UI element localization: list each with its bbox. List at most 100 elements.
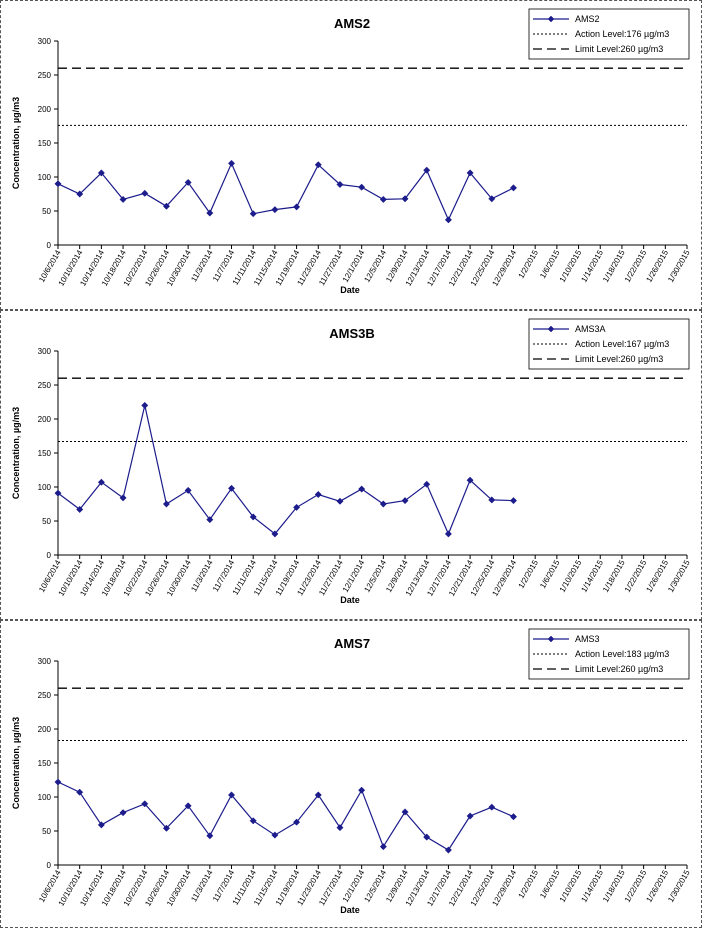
y-tick-label: 100: [38, 173, 52, 182]
data-point: [509, 813, 518, 821]
y-tick-label: 300: [38, 657, 52, 666]
chart-panel: AMS3B 0 50 100 150 200 250 300 10/6/2014 10/10/20…: [0, 310, 702, 620]
y-tick-label: 150: [38, 759, 52, 768]
data-point: [227, 484, 236, 492]
y-axis-label: Concentration, µg/m3: [11, 717, 21, 809]
data-point: [184, 178, 192, 186]
legend-limit-label: Limit Level:260 µg/m3: [575, 44, 663, 54]
y-tick-label: 250: [38, 381, 52, 390]
data-point: [358, 485, 366, 493]
y-tick-label: 200: [38, 415, 52, 424]
data-point: [184, 802, 192, 810]
series-line: [57, 781, 514, 851]
legend-box: [528, 318, 690, 370]
data-point: [314, 161, 322, 169]
legend-action-label: Action Level:176 µg/m3: [575, 29, 669, 39]
legend-box: [528, 8, 690, 60]
y-tick-label: 250: [38, 691, 52, 700]
data-point: [54, 489, 62, 497]
chart-panel: AMS2 0 50 100 150 200 250 300 10/6/2014 10/10/201…: [0, 0, 702, 310]
y-tick-label: 50: [42, 207, 51, 216]
data-point: [227, 791, 236, 799]
data-point: [76, 190, 84, 198]
legend-limit-label: Limit Level:260 µg/m3: [575, 664, 663, 674]
data-point: [358, 786, 366, 794]
x-tick-label: 1/6/2015: [538, 558, 562, 590]
data-point: [227, 159, 236, 167]
y-tick-label: 200: [38, 105, 52, 114]
data-point: [206, 832, 214, 840]
x-axis-label: Date: [340, 905, 360, 915]
y-axis-label: Concentration, µg/m3: [11, 407, 21, 499]
data-point: [379, 500, 387, 508]
data-point: [336, 180, 344, 189]
data-point: [76, 788, 84, 796]
y-tick-label: 100: [38, 793, 52, 802]
legend-series-label: AMS3: [575, 634, 600, 644]
x-tick-label: 1/30/2015: [666, 868, 692, 904]
y-tick-label: 150: [38, 449, 52, 458]
data-point: [401, 195, 409, 203]
y-tick-label: 250: [38, 71, 52, 80]
data-point: [401, 808, 409, 816]
series-line: [57, 405, 514, 536]
data-point: [466, 476, 474, 484]
data-point: [249, 817, 257, 825]
chart-svg: AMS205010015020025030010/6/201410/10/201…: [11, 8, 692, 295]
data-point: [119, 494, 127, 502]
y-tick-label: 0: [47, 861, 52, 870]
data-point: [488, 803, 496, 811]
data-point: [54, 180, 62, 188]
data-point: [423, 833, 431, 841]
legend-action-label: Action Level:167 µg/m3: [575, 339, 669, 349]
y-axis-label: Concentration, µg/m3: [11, 97, 21, 189]
y-tick-label: 200: [38, 725, 52, 734]
chart-title: AMS3B: [329, 326, 375, 341]
data-point: [97, 821, 105, 829]
series-line: [57, 161, 514, 222]
data-point: [141, 401, 149, 409]
x-tick-label: 1/30/2015: [666, 558, 692, 594]
data-point: [162, 824, 171, 832]
data-point: [488, 195, 496, 203]
data-point: [466, 812, 474, 820]
x-axis-label: Date: [340, 595, 360, 605]
data-point: [54, 778, 62, 786]
data-point: [271, 206, 279, 214]
y-tick-label: 0: [47, 241, 52, 250]
data-point: [249, 513, 257, 521]
data-point: [444, 216, 452, 224]
x-axis-label: Date: [340, 285, 360, 295]
x-tick-label: 1/2/2015: [517, 558, 541, 590]
chart-title: AMS2: [334, 16, 370, 31]
y-tick-label: 150: [38, 139, 52, 148]
data-point: [119, 195, 127, 203]
data-point: [293, 503, 301, 511]
data-point: [444, 846, 452, 854]
y-tick-label: 50: [42, 827, 51, 836]
y-tick-label: 0: [47, 551, 52, 560]
data-point: [97, 169, 105, 177]
legend-series-label: AMS2: [575, 14, 600, 24]
chart-svg: AMS3B05010015020025030010/6/201410/10/20…: [11, 318, 692, 605]
data-point: [97, 478, 105, 486]
data-point: [206, 516, 214, 524]
data-point: [314, 791, 322, 799]
data-point: [206, 209, 214, 217]
x-tick-label: 1/6/2015: [538, 248, 562, 280]
x-tick-label: 1/2/2015: [517, 868, 541, 900]
data-point: [379, 195, 387, 203]
data-point: [314, 490, 322, 499]
data-point: [271, 831, 279, 839]
x-tick-label: 1/6/2015: [538, 868, 562, 900]
data-point: [466, 169, 474, 177]
x-tick-label: 1/2/2015: [517, 248, 541, 280]
data-point: [423, 166, 431, 174]
data-point: [271, 530, 279, 538]
data-point: [162, 202, 171, 210]
data-point: [293, 818, 301, 826]
chart-title: AMS7: [334, 636, 370, 651]
chart-panel: AMS7 0 50 100 150 200 250 300 10/6/2014 10/10/201…: [0, 620, 702, 928]
y-tick-label: 300: [38, 347, 52, 356]
